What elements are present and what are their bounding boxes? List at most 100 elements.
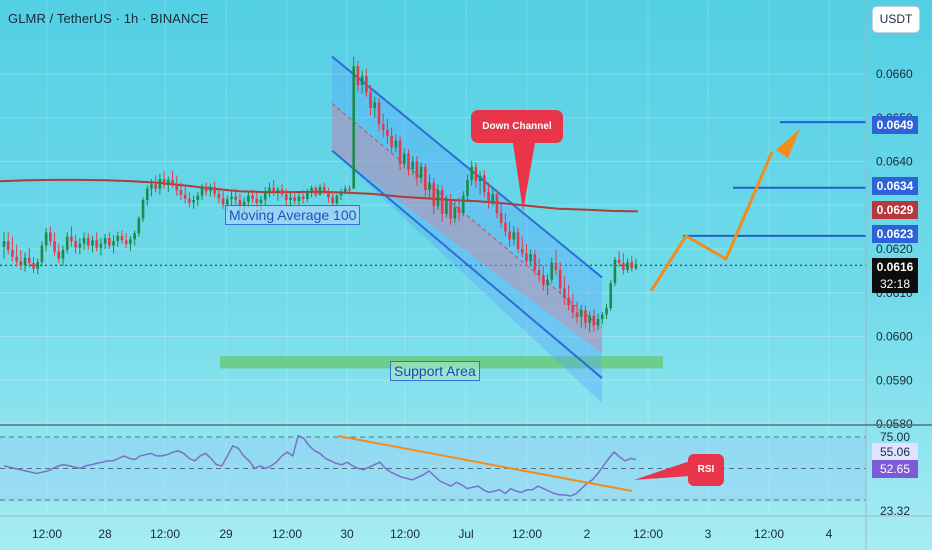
candle-body — [579, 310, 583, 317]
rsi-band — [0, 437, 866, 502]
candle-body — [588, 315, 591, 323]
candle-body — [487, 192, 490, 204]
candle-body — [605, 308, 608, 315]
candle-body — [529, 254, 532, 262]
candle-body — [343, 188, 347, 193]
candle-body — [120, 235, 124, 241]
candle-body — [466, 179, 469, 196]
candle-body — [238, 200, 242, 206]
candle-body — [613, 259, 617, 284]
price-tag-0649: 0.0649 — [872, 116, 918, 134]
candle-body — [365, 76, 368, 93]
candle-body — [150, 184, 153, 189]
candle-body — [567, 298, 570, 305]
candle-body — [390, 136, 393, 148]
candle-body — [2, 241, 6, 247]
candle-body — [339, 192, 343, 196]
symbol-title[interactable]: GLMR / TetherUS · 1h · BINANCE — [8, 11, 209, 26]
x-tick-label: 4 — [826, 527, 833, 541]
candle-body — [592, 315, 596, 326]
candle-body — [40, 245, 44, 263]
candle-body — [563, 288, 566, 298]
candle-body — [6, 241, 10, 250]
candle-body — [251, 195, 254, 199]
candle-body — [584, 310, 587, 323]
candle-body — [386, 130, 389, 137]
candle-body — [483, 175, 486, 193]
x-tick-label: 12:00 — [754, 527, 784, 541]
x-tick-label: 12:00 — [633, 527, 663, 541]
y-tick-label: 0.0620 — [876, 242, 913, 256]
candle-body — [297, 196, 301, 201]
candle-body — [242, 201, 246, 206]
price-tag-0634: 0.0634 — [872, 177, 918, 195]
candle-body — [596, 319, 600, 326]
candle-body — [27, 257, 31, 263]
candle-body — [424, 166, 427, 190]
currency-button[interactable]: USDT — [872, 6, 920, 33]
candle-body — [196, 195, 200, 200]
candle-body — [533, 254, 537, 270]
candle-body — [57, 251, 61, 259]
down-channel — [331, 55, 603, 404]
candle-body — [373, 102, 377, 109]
candle-body — [255, 198, 259, 204]
candle-body — [268, 187, 271, 193]
candle-body — [335, 195, 339, 204]
candle-body — [284, 194, 288, 200]
price-tag-current: 0.0616 — [872, 258, 918, 276]
candle-body — [314, 187, 318, 195]
candle-body — [11, 249, 14, 257]
candle-body — [179, 190, 183, 195]
candle-body — [622, 263, 625, 270]
candle-body — [154, 184, 157, 189]
candle-body — [546, 279, 549, 285]
candle-body — [86, 238, 90, 246]
candle-body — [183, 194, 187, 199]
candle-body — [474, 166, 478, 182]
candles — [2, 56, 638, 333]
candle-body — [356, 66, 360, 85]
x-tick-label: 12:00 — [272, 527, 302, 541]
channel-upper-line — [331, 55, 603, 279]
candle-body — [571, 305, 575, 313]
candle-body — [331, 197, 334, 204]
candle-body — [259, 199, 263, 204]
projection-path — [513, 129, 800, 292]
candle-body — [293, 197, 297, 201]
candle-body — [550, 263, 554, 280]
candle-body — [457, 207, 461, 214]
rsi-callout-pointer — [634, 461, 690, 480]
x-tick-label: 12:00 — [512, 527, 542, 541]
candle-body — [133, 233, 136, 240]
candle-body — [124, 240, 128, 244]
y-tick-label: 0.0580 — [876, 417, 913, 431]
candle-body — [360, 76, 364, 85]
candle-body — [440, 189, 444, 214]
candle-body — [49, 232, 52, 242]
candle-body — [82, 238, 86, 244]
candle-body — [280, 189, 284, 195]
candle-body — [499, 213, 503, 223]
candle-body — [327, 191, 330, 198]
candle-body — [449, 200, 452, 219]
y-tick-label: 0.0600 — [876, 330, 913, 344]
candle-body — [634, 264, 638, 269]
candle-body — [453, 207, 457, 219]
candle-body — [70, 236, 73, 242]
candle-body — [247, 195, 250, 202]
candle-body — [306, 192, 309, 200]
candle-body — [15, 256, 18, 262]
candle-body — [432, 182, 436, 207]
moving-average-label: Moving Average 100 — [225, 205, 361, 225]
candle-body — [520, 249, 524, 254]
candle-body — [78, 243, 82, 248]
candle-body — [630, 262, 634, 269]
candle-body — [575, 312, 579, 317]
candle-body — [263, 192, 267, 200]
down-channel-pointer — [513, 143, 535, 211]
channel-fill-lower — [332, 103, 602, 354]
candle-body — [478, 175, 482, 182]
